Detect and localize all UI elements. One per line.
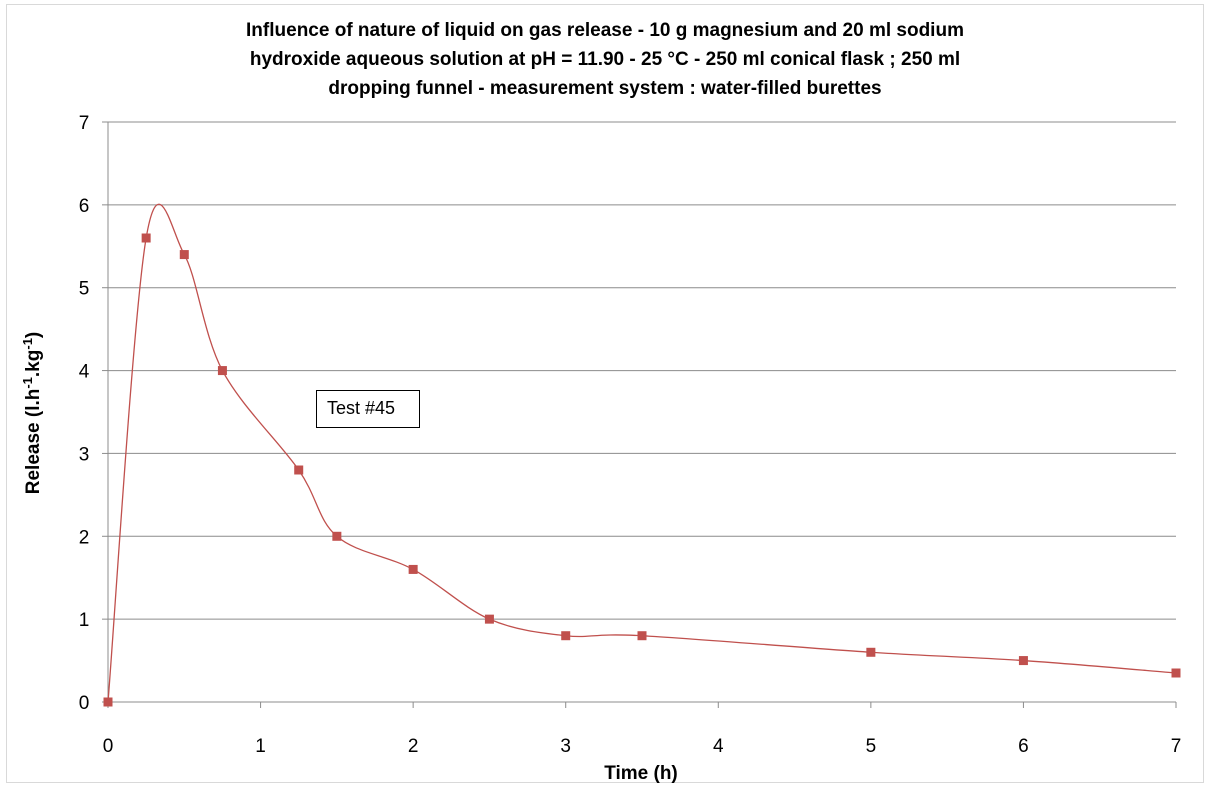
data-point-8 (561, 631, 571, 641)
x-tick-label-3: 3 (560, 736, 571, 757)
y-tick-label-2: 2 (79, 527, 90, 548)
y-tick-label-1: 1 (79, 610, 90, 631)
x-axis-title: Time (h) (604, 763, 678, 784)
data-point-5 (332, 531, 342, 541)
x-tick-label-2: 2 (408, 736, 419, 757)
data-point-3 (217, 366, 227, 376)
series (103, 203, 1181, 707)
y-tick-label-6: 6 (79, 196, 90, 217)
annotation-test-label: Test #45 (316, 390, 420, 428)
data-point-0 (103, 697, 113, 707)
x-tick-label-0: 0 (103, 736, 114, 757)
y-tick-label-5: 5 (79, 279, 90, 300)
axis-titles: Time (h) Release (l.h-1.kg-1) (20, 332, 678, 784)
y-tick-label-7: 7 (79, 113, 90, 134)
y-tick-label-0: 0 (79, 693, 90, 714)
data-point-7 (484, 614, 494, 624)
chart-frame (6, 4, 1204, 783)
data-point-12 (1171, 668, 1181, 678)
x-tick-label-5: 5 (866, 736, 877, 757)
data-point-4 (294, 465, 304, 475)
data-point-2 (179, 250, 189, 260)
data-point-11 (1018, 656, 1028, 666)
y-axis-title: Release (l.h-1.kg-1) (20, 332, 45, 495)
axes (102, 121, 1177, 708)
x-tick-label-6: 6 (1018, 736, 1029, 757)
data-point-9 (637, 631, 647, 641)
data-point-1 (141, 233, 151, 243)
tick-labels: 0 1 2 3 4 5 6 7 0 1 2 3 4 5 6 7 (79, 113, 1182, 757)
x-tick-label-1: 1 (255, 736, 266, 757)
data-point-10 (866, 647, 876, 657)
y-tick-label-3: 3 (79, 444, 90, 465)
gridlines (108, 121, 1176, 620)
data-point-6 (408, 564, 418, 574)
x-tick-label-4: 4 (713, 736, 724, 757)
x-tick-label-7: 7 (1171, 736, 1182, 757)
y-tick-label-4: 4 (79, 362, 90, 383)
chart-title: Influence of nature of liquid on gas rel… (246, 20, 964, 99)
